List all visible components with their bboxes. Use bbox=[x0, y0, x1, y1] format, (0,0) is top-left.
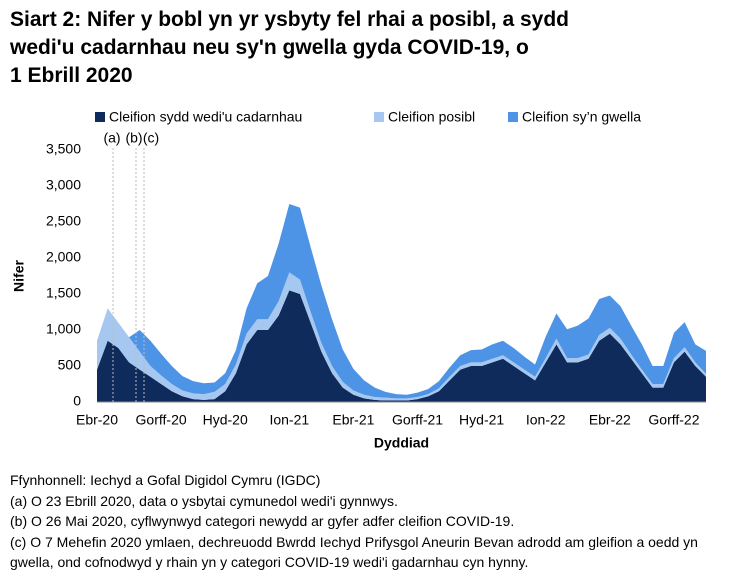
x-tick-label: Ion-21 bbox=[269, 412, 309, 428]
title-line: Siart 2: Nifer y bobl yn yr ysbyty fel r… bbox=[10, 8, 570, 31]
y-tick-label: 2,500 bbox=[46, 213, 81, 229]
x-tick-label: Hyd-20 bbox=[203, 412, 248, 428]
chart: 0 500 1,000 1,500 2,000 2,500 3,000 3,500 Nifer D… bbox=[11, 109, 706, 451]
legend-swatch bbox=[95, 112, 105, 122]
legend-label: Cleifion posibl bbox=[388, 109, 475, 125]
y-tick-label: 1,000 bbox=[46, 321, 81, 337]
x-tick-label: Ebr-22 bbox=[589, 412, 631, 428]
y-tick-label: 3,500 bbox=[46, 141, 81, 157]
y-tick-label: 0 bbox=[73, 393, 81, 409]
x-tick-label: Ebr-20 bbox=[76, 412, 118, 428]
x-tick-label: Ion-22 bbox=[526, 412, 566, 428]
x-axis-label: Dyddiad bbox=[374, 435, 429, 451]
annotation: (c) bbox=[143, 130, 159, 146]
y-tick-label: 2,000 bbox=[46, 249, 81, 265]
y-tick-label: 1,500 bbox=[46, 285, 81, 301]
annotation: (b) bbox=[125, 130, 142, 146]
annotation: (a) bbox=[103, 130, 120, 146]
notes: Ffynhonnell: Iechyd a Gofal Digidol Cymr… bbox=[10, 470, 725, 573]
legend-label: Cleifion sydd wedi'u cadarnhau bbox=[109, 109, 302, 125]
x-tick-label: Gorff-22 bbox=[648, 412, 699, 428]
x-tick-label: Hyd-21 bbox=[459, 412, 504, 428]
title-line: 1 Ebrill 2020 bbox=[10, 64, 133, 87]
y-axis-label: Nifer bbox=[11, 260, 27, 292]
title-line: wedi'u cadarnhau neu sy'n gwella gyda CO… bbox=[10, 36, 529, 59]
x-tick-label: Ebr-21 bbox=[332, 412, 374, 428]
note: (a) O 23 Ebrill 2020, data o ysbytai cym… bbox=[10, 492, 398, 509]
x-tick-label: Gorff-21 bbox=[392, 412, 443, 428]
note: Ffynhonnell: Iechyd a Gofal Digidol Cymr… bbox=[10, 472, 321, 488]
y-tick-label: 3,000 bbox=[46, 177, 81, 193]
legend-swatch bbox=[508, 112, 518, 122]
chart-title: Siart 2: Nifer y bobl yn yr ysbyty fel r… bbox=[10, 6, 569, 90]
note: (b) O 26 Mai 2020, cyflwynwyd categori n… bbox=[10, 513, 515, 529]
note: (c) O 7 Mehefin 2020 ymlaen, dechreuodd … bbox=[10, 533, 698, 571]
y-tick-label: 500 bbox=[58, 357, 82, 373]
legend-label: Cleifion sy’n gwella bbox=[522, 109, 641, 125]
area bbox=[97, 290, 706, 402]
legend-swatch bbox=[374, 112, 384, 122]
x-tick-label: Gorff-20 bbox=[136, 412, 187, 428]
